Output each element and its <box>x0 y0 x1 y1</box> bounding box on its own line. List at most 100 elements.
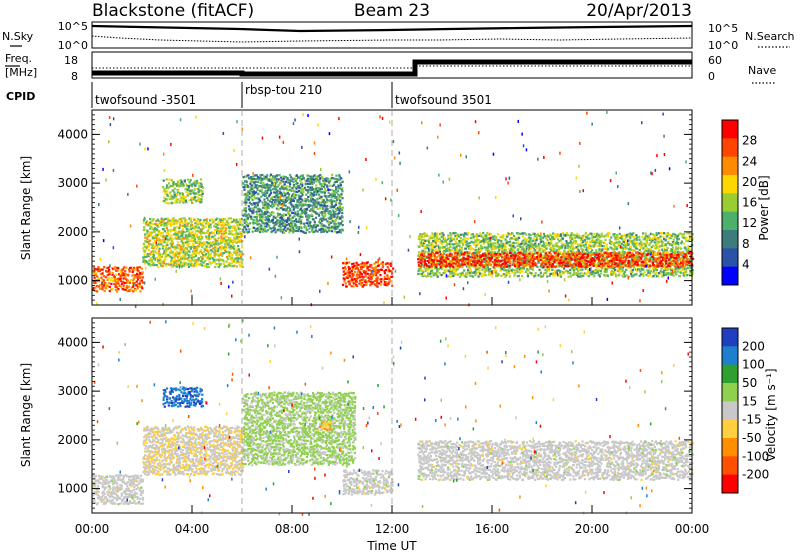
heatmap-cell <box>303 186 307 189</box>
heatmap-cell <box>442 235 445 238</box>
heatmap-cell <box>170 223 173 226</box>
heatmap-cell <box>510 252 513 255</box>
heatmap-cell <box>540 248 544 251</box>
heatmap-cell <box>530 245 533 248</box>
heatmap-cell <box>227 222 230 225</box>
heatmap-cell <box>93 267 96 270</box>
heatmap-cell <box>595 238 598 241</box>
heatmap-cell <box>245 196 248 199</box>
heatmap-cell <box>280 207 283 210</box>
heatmap-cell <box>213 220 216 223</box>
heatmap-cell <box>535 234 538 237</box>
heatmap-cell <box>189 225 192 228</box>
heatmap-cell <box>153 263 156 266</box>
heatmap-cell <box>262 194 265 197</box>
heatmap-cell <box>324 212 327 215</box>
heatmap-cell <box>611 251 614 254</box>
heatmap-cell <box>256 223 259 226</box>
heatmap-cell <box>332 211 335 214</box>
heatmap-cell <box>436 275 439 278</box>
heatmap-cell <box>600 240 603 243</box>
heatmap-cell <box>204 260 207 263</box>
heatmap-cell <box>208 249 211 252</box>
heatmap-cell <box>617 266 620 269</box>
heatmap-cell <box>190 190 193 193</box>
heatmap-cell <box>486 266 489 269</box>
heatmap-cell <box>328 181 331 184</box>
heatmap-cell <box>343 280 346 283</box>
heatmap-cell <box>231 233 234 236</box>
heatmap-cell <box>324 218 327 221</box>
heatmap-cell <box>511 232 514 235</box>
cpid-label: CPID <box>6 90 35 103</box>
heatmap-cell <box>604 266 607 269</box>
heatmap-cell <box>228 246 231 249</box>
heatmap-cell <box>242 253 245 256</box>
heatmap-cell <box>172 265 175 268</box>
heatmap-cell <box>153 235 156 238</box>
heatmap-cell <box>166 238 169 241</box>
heatmap-cell <box>284 200 287 203</box>
heatmap-cell <box>525 245 528 248</box>
heatmap-cell <box>108 273 111 276</box>
heatmap-cell <box>449 245 452 249</box>
heatmap-cell <box>157 222 160 226</box>
heatmap-cell <box>285 223 288 227</box>
heatmap-cell <box>584 232 587 235</box>
heatmap-cell <box>481 239 484 242</box>
heatmap-cell <box>553 233 556 236</box>
heatmap-cell <box>427 249 431 253</box>
heatmap-cell <box>496 245 499 248</box>
heatmap-cell <box>542 254 545 257</box>
heatmap-cell <box>292 188 295 192</box>
heatmap-cell <box>341 211 344 215</box>
heatmap-cell <box>338 210 341 213</box>
heatmap-cell <box>125 284 128 288</box>
heatmap-cell <box>335 188 338 191</box>
heatmap-cell <box>193 228 196 231</box>
heatmap-cell <box>516 249 519 252</box>
heatmap-cell <box>368 277 371 280</box>
heatmap-cell <box>143 253 146 256</box>
heatmap-cell <box>538 249 541 252</box>
heatmap-cell <box>548 269 551 272</box>
heatmap-cell <box>670 235 673 239</box>
heatmap-cell <box>423 240 427 244</box>
heatmap-cell <box>629 234 632 237</box>
heatmap-cell <box>154 223 157 226</box>
heatmap-cell <box>172 263 176 266</box>
heatmap-cell <box>171 238 174 241</box>
heatmap-cell <box>544 268 547 271</box>
heatmap-cell <box>133 266 136 269</box>
heatmap-cell <box>160 255 163 259</box>
heatmap-cell <box>216 227 219 230</box>
heatmap-cell <box>258 198 261 201</box>
heatmap-cell <box>311 188 314 191</box>
heatmap-cell <box>152 218 155 221</box>
heatmap-cell <box>386 274 389 277</box>
heatmap-cell <box>115 273 118 276</box>
heatmap-cell <box>562 244 565 247</box>
heatmap-cell <box>263 175 266 178</box>
heatmap-cell <box>287 206 290 209</box>
heatmap-cell <box>255 174 258 177</box>
heatmap-cell <box>645 234 648 237</box>
heatmap-cell <box>328 213 331 216</box>
heatmap-cell <box>658 249 661 252</box>
heatmap-cell <box>587 233 590 237</box>
heatmap-cell <box>430 245 433 248</box>
heatmap-cell <box>251 177 254 180</box>
heatmap-cell <box>341 190 344 193</box>
heatmap-cell <box>195 179 199 183</box>
heatmap-cell <box>557 265 560 268</box>
heatmap-cell <box>595 251 598 254</box>
heatmap-cell <box>429 272 432 275</box>
heatmap-cell <box>579 268 582 271</box>
heatmap-cell <box>522 251 525 254</box>
heatmap-cell <box>593 272 596 275</box>
heatmap-cell <box>161 232 164 235</box>
heatmap-cell <box>228 241 231 244</box>
heatmap-cell <box>355 261 358 264</box>
heatmap-cell <box>101 278 104 281</box>
heatmap-cell <box>292 193 295 196</box>
